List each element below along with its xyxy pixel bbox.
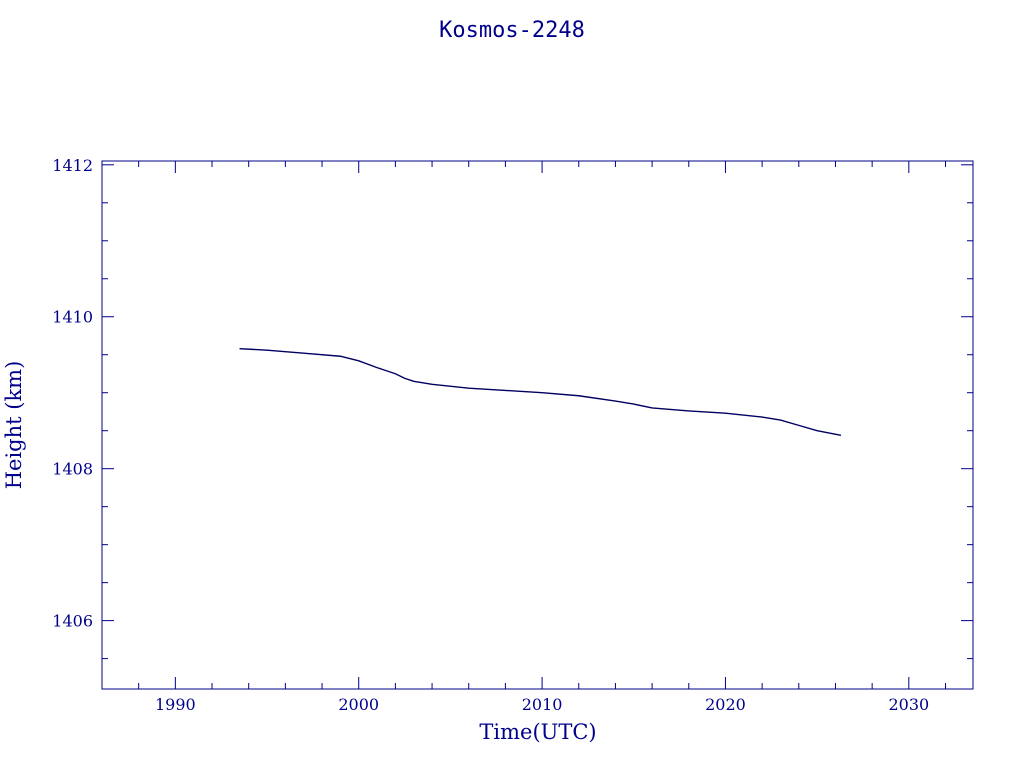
x-tick-label: 2010 bbox=[522, 695, 563, 714]
y-axis-label: Height (km) bbox=[2, 361, 26, 490]
plot-frame bbox=[101, 160, 974, 690]
chart-title: Kosmos-2248 bbox=[439, 18, 585, 43]
y-tick-label: 1412 bbox=[52, 156, 93, 175]
axis-tick-labels: 1990 2000 2010 2020 2030 1406 1408 1410 1412 bbox=[52, 156, 929, 714]
y-tick-label: 1410 bbox=[52, 308, 93, 327]
x-tick-label: 2030 bbox=[888, 695, 929, 714]
x-tick-label: 2000 bbox=[338, 695, 379, 714]
x-tick-label: 1990 bbox=[155, 695, 196, 714]
y-tick-label: 1406 bbox=[52, 612, 93, 631]
x-tick-label: 2020 bbox=[705, 695, 746, 714]
axis-ticks bbox=[101, 161, 973, 689]
series-line bbox=[239, 347, 842, 436]
y-tick-label: 1408 bbox=[52, 460, 93, 479]
x-axis-label: Time(UTC) bbox=[479, 720, 596, 744]
